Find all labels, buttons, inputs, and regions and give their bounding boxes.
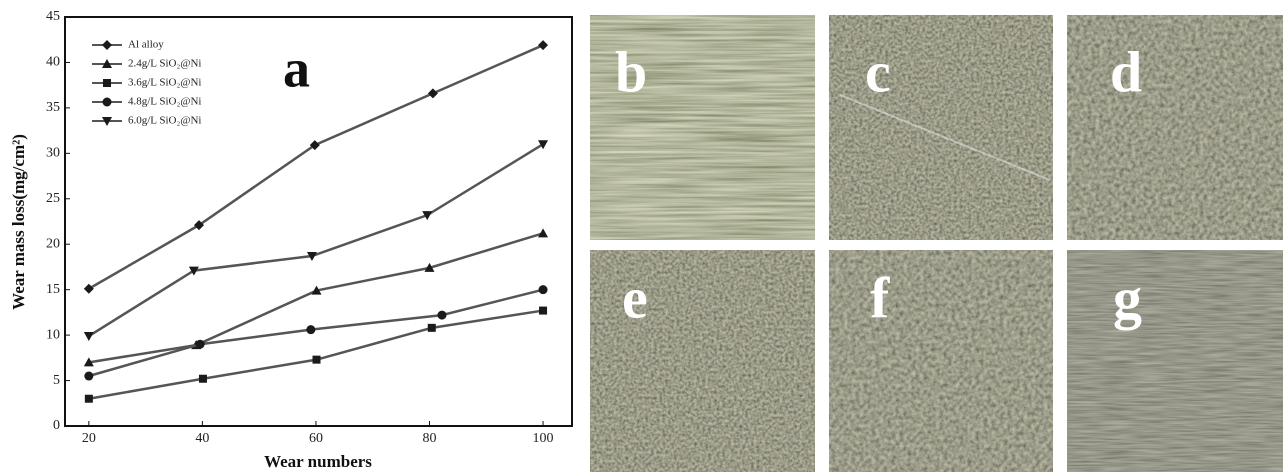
data-point bbox=[84, 394, 93, 403]
data-point bbox=[306, 252, 317, 262]
x-tick-label: 20 bbox=[82, 431, 96, 446]
data-point bbox=[309, 140, 320, 151]
legend-label: 3.6g/L SiO₂@Ni bbox=[128, 77, 201, 89]
data-point bbox=[311, 285, 322, 295]
data-point bbox=[538, 228, 549, 238]
y-tick-label: 0 bbox=[53, 418, 60, 433]
data-point bbox=[539, 306, 548, 315]
y-tick-label: 25 bbox=[46, 191, 60, 206]
data-point bbox=[84, 371, 94, 381]
micrograph bbox=[829, 250, 1053, 472]
x-tick-label: 60 bbox=[309, 431, 323, 446]
data-point bbox=[427, 323, 436, 332]
data-point bbox=[422, 211, 433, 221]
y-tick-label: 5 bbox=[53, 373, 60, 388]
panel-label: c bbox=[865, 39, 891, 104]
micrograph bbox=[1067, 15, 1283, 240]
data-point bbox=[195, 339, 205, 349]
x-tick-label: 40 bbox=[195, 431, 209, 446]
y-tick-label: 45 bbox=[46, 9, 60, 24]
legend-entry: Al alloy bbox=[92, 39, 164, 51]
scratch bbox=[839, 94, 1051, 181]
legend-entry: 2.4g/L SiO₂@Ni bbox=[92, 58, 201, 70]
data-point bbox=[538, 285, 548, 295]
y-tick-label: 10 bbox=[46, 327, 60, 342]
panel-label: f bbox=[870, 265, 890, 330]
panel-label: b bbox=[615, 39, 647, 104]
data-point bbox=[83, 332, 94, 342]
y-tick-label: 30 bbox=[46, 146, 60, 161]
x-tick-label: 80 bbox=[422, 431, 436, 446]
legend-label: Al alloy bbox=[128, 39, 164, 51]
legend-marker bbox=[102, 59, 112, 68]
panel-label: d bbox=[1110, 39, 1142, 104]
data-point bbox=[424, 262, 435, 272]
panel-label: g bbox=[1113, 265, 1142, 330]
data-point bbox=[83, 283, 94, 294]
data-point bbox=[193, 220, 204, 231]
micrograph bbox=[1067, 250, 1283, 472]
data-point bbox=[427, 88, 438, 99]
series-line bbox=[88, 309, 544, 400]
legend-marker bbox=[102, 117, 112, 126]
x-tick-label: 100 bbox=[533, 431, 554, 446]
data-point bbox=[83, 357, 94, 367]
micrograph bbox=[590, 15, 815, 240]
legend-marker bbox=[103, 79, 111, 87]
micrographs: b c d e f g bbox=[590, 15, 1283, 472]
data-point bbox=[538, 140, 549, 150]
panel-label: a bbox=[283, 38, 310, 98]
y-axis-label: Wear mass loss(mg/cm²) bbox=[9, 134, 28, 310]
legend-entry: 3.6g/L SiO₂@Ni bbox=[92, 77, 201, 89]
data-point bbox=[538, 40, 549, 51]
legend-marker bbox=[102, 40, 112, 50]
data-point bbox=[437, 310, 447, 320]
y-tick-label: 20 bbox=[46, 236, 60, 251]
legend-marker bbox=[102, 97, 112, 107]
micrograph bbox=[829, 15, 1053, 240]
plot-area: a Wear numbers Wear mass loss(mg/cm²) 20… bbox=[9, 9, 573, 471]
legend-label: 6.0g/L SiO₂@Ni bbox=[128, 115, 201, 127]
legend-label: 2.4g/L SiO₂@Ni bbox=[128, 58, 201, 70]
data-point bbox=[312, 355, 321, 364]
y-tick-label: 35 bbox=[46, 100, 60, 115]
micrograph bbox=[590, 250, 815, 472]
x-axis-label: Wear numbers bbox=[264, 452, 372, 471]
y-tick-label: 40 bbox=[46, 55, 60, 70]
data-point bbox=[188, 266, 199, 276]
data-point bbox=[198, 374, 207, 383]
panel-label: e bbox=[622, 265, 648, 330]
legend-entry: 4.8g/L SiO₂@Ni bbox=[92, 96, 201, 108]
plot-frame bbox=[64, 16, 573, 427]
data-point bbox=[306, 325, 316, 335]
legend-entry: 6.0g/L SiO₂@Ni bbox=[92, 115, 201, 127]
y-tick-label: 15 bbox=[46, 282, 60, 297]
legend-label: 4.8g/L SiO₂@Ni bbox=[128, 96, 201, 108]
